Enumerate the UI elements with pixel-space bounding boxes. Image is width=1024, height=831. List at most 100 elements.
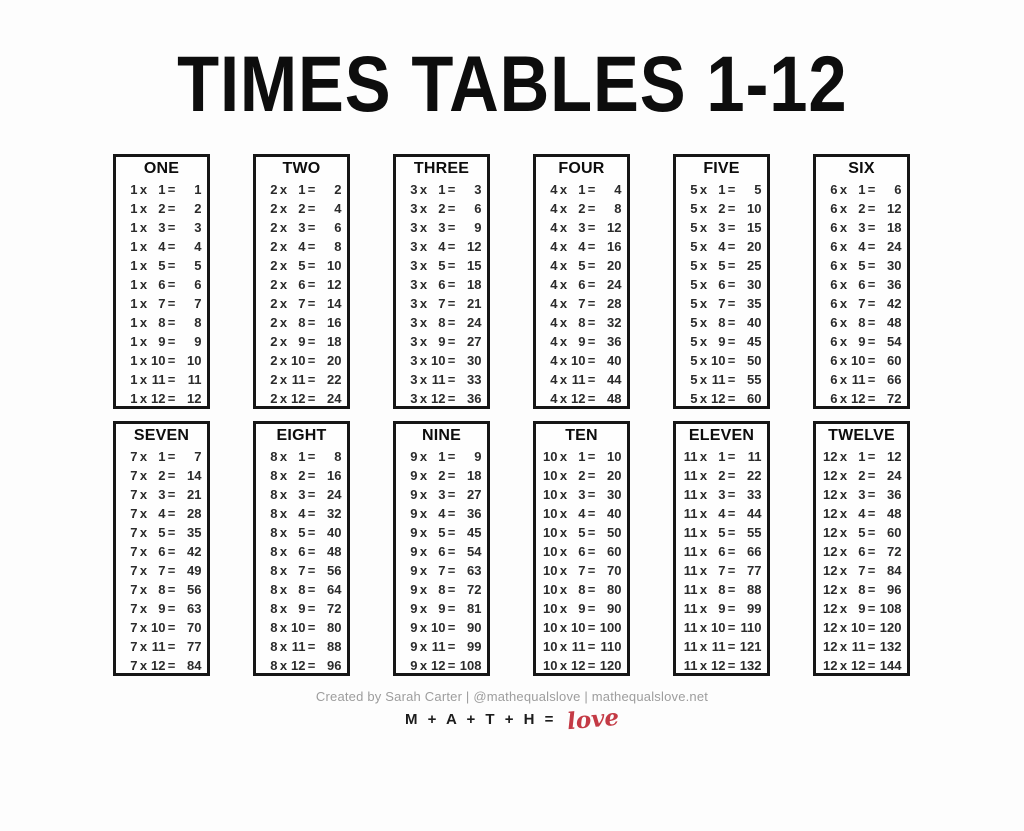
factor-b: 7 [438,563,446,578]
equation-row: 12 x 8 = 96 [816,580,907,599]
product-value: 56 [187,582,202,597]
equation-row: 8 x 7 = 56 [256,561,347,580]
times-operator: x [839,639,848,654]
equals-operator: = [447,239,456,254]
product-value: 72 [327,601,342,616]
product-value: 40 [607,353,622,368]
factor-a: 4 [550,391,558,406]
factor-a: 1 [130,372,138,387]
factor-b: 8 [438,582,446,597]
factor-b: 1 [438,449,446,464]
factor-a: 2 [270,372,278,387]
times-operator: x [139,258,148,273]
equation-row: 9 x 7 = 63 [396,561,487,580]
equation-row: 5 x 10 = 50 [676,351,767,370]
equals-operator: = [727,277,736,292]
product-value: 8 [334,239,342,254]
equation-row: 12 x 5 = 60 [816,523,907,542]
factor-b: 7 [858,296,866,311]
equation-row: 8 x 11 = 88 [256,637,347,656]
equation-row: 5 x 7 = 35 [676,294,767,313]
product-value: 49 [187,563,202,578]
equation-row: 5 x 5 = 25 [676,256,767,275]
equals-operator: = [727,639,736,654]
equals-operator: = [587,391,596,406]
times-operator: x [559,468,568,483]
product-value: 12 [887,449,902,464]
times-operator: x [139,582,148,597]
equals-operator: = [167,449,176,464]
factor-a: 1 [130,334,138,349]
factor-b: 1 [578,449,586,464]
factor-b: 6 [578,544,586,559]
factor-a: 1 [130,296,138,311]
equals-operator: = [867,525,876,540]
factor-a: 10 [543,487,558,502]
times-operator: x [419,220,428,235]
equals-operator: = [167,544,176,559]
factor-a: 12 [823,449,838,464]
product-value: 10 [607,449,622,464]
factor-a: 2 [270,258,278,273]
times-operator: x [699,315,708,330]
times-operator: x [419,334,428,349]
times-operator: x [699,449,708,464]
equals-operator: = [867,258,876,273]
table-title: SEVEN [133,427,190,444]
times-operator: x [839,220,848,235]
times-operator: x [139,391,148,406]
factor-b: 2 [438,201,446,216]
factor-a: 5 [690,372,698,387]
worksheet-page: TIMES TABLES 1-12 ONE 1 x 1 = 1 1 x 2 = 2 1 x 3 = 3 1 x 4 =… [0,40,1024,831]
factor-b: 3 [858,220,866,235]
equals-operator: = [447,277,456,292]
times-operator: x [139,658,148,673]
factor-b: 5 [718,525,726,540]
factor-a: 2 [270,391,278,406]
product-value: 9 [474,220,482,235]
product-value: 14 [327,296,342,311]
equals-operator: = [587,239,596,254]
equation-row: 12 x 3 = 36 [816,485,907,504]
factor-a: 5 [690,353,698,368]
product-value: 96 [887,582,902,597]
equals-operator: = [587,487,596,502]
factor-a: 5 [690,277,698,292]
equation-row: 7 x 1 = 7 [116,447,207,466]
product-value: 88 [327,639,342,654]
factor-b: 12 [291,658,306,673]
equation-row: 12 x 1 = 12 [816,447,907,466]
equation-row: 5 x 8 = 40 [676,313,767,332]
product-value: 64 [327,582,342,597]
factor-a: 2 [270,239,278,254]
factor-a: 1 [130,239,138,254]
equals-operator: = [587,315,596,330]
product-value: 40 [607,506,622,521]
factor-b: 1 [298,449,306,464]
product-value: 12 [467,239,482,254]
math-love-line: M + A + T + H = love [0,704,1024,736]
equation-row: 7 x 6 = 42 [116,542,207,561]
equals-operator: = [727,372,736,387]
times-operator: x [279,639,288,654]
product-value: 28 [187,506,202,521]
equals-operator: = [587,372,596,387]
factor-b: 10 [571,353,586,368]
table-title: FOUR [558,160,605,177]
product-value: 60 [747,391,762,406]
factor-b: 10 [151,620,166,635]
product-value: 36 [607,334,622,349]
equals-operator: = [307,334,316,349]
factor-b: 4 [158,506,166,521]
times-operator: x [559,201,568,216]
times-operator: x [139,563,148,578]
factor-b: 7 [578,563,586,578]
equation-row: 2 x 1 = 2 [256,180,347,199]
times-operator: x [419,658,428,673]
times-operator: x [279,201,288,216]
equation-row: 11 x 4 = 44 [676,504,767,523]
product-value: 60 [607,544,622,559]
equals-operator: = [307,296,316,311]
equals-operator: = [447,391,456,406]
product-value: 7 [194,449,202,464]
